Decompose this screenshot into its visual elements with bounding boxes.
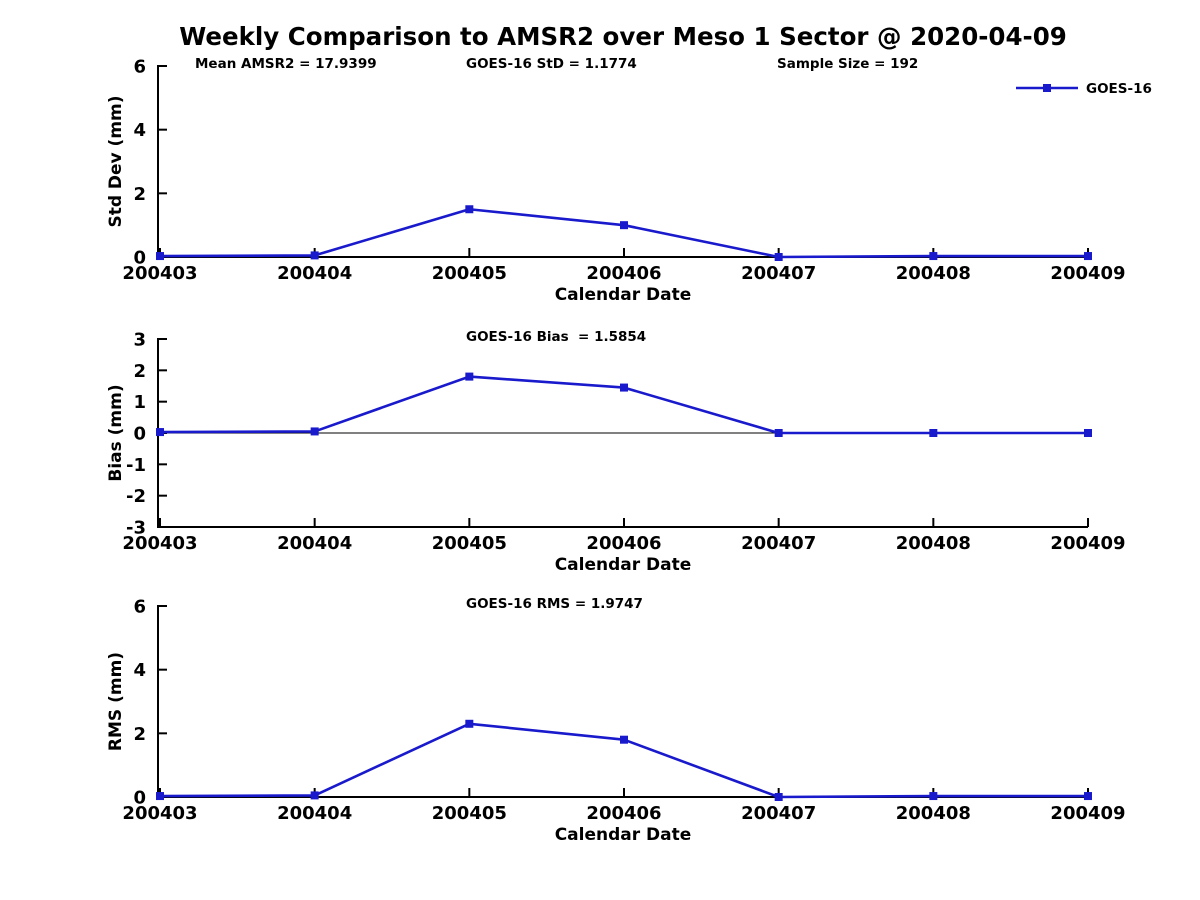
x-tick-label: 200403 [122,803,197,824]
data-point-marker [774,253,783,261]
x-tick-label: 200406 [586,533,661,554]
y-tick-label: 2 [133,361,146,382]
y-tick-label: 2 [133,184,146,205]
data-point-marker [465,372,474,381]
x-axis-label: Calendar Date [555,825,692,845]
x-tick-label: 200403 [122,533,197,554]
data-point-marker [310,791,319,800]
data-point-marker [774,429,783,437]
x-tick-label: 200408 [896,803,971,824]
y-tick-label: 3 [133,330,146,351]
data-point-marker [1084,252,1092,261]
data-point-marker [465,719,474,728]
y-tick-label: 0 [133,788,146,809]
y-tick-label: 2 [133,724,146,745]
y-tick-label: 1 [133,392,146,413]
data-point-marker [620,735,628,744]
data-point-marker [310,251,319,260]
y-tick-label: 6 [133,57,146,78]
data-point-marker [929,252,938,261]
annotation-text: GOES-16 StD = 1.1774 [466,56,637,72]
annotation-text: GOES-16 RMS = 1.9747 [466,596,643,612]
y-tick-label: 4 [133,120,146,141]
data-point-marker [156,428,164,437]
data-point-marker [1084,429,1092,437]
x-tick-label: 200403 [122,263,197,284]
data-point-marker [156,792,164,801]
data-point-marker [620,221,628,230]
figure-title: Weekly Comparison to AMSR2 over Meso 1 S… [179,22,1067,51]
y-axis-label: Std Dev (mm) [106,95,126,227]
y-tick-label: 0 [133,424,146,445]
x-tick-label: 200409 [1050,533,1125,554]
y-tick-label: -1 [126,455,146,476]
series-line [159,722,1088,799]
data-point-marker [310,427,319,436]
y-tick-label: 0 [133,248,146,269]
data-point-marker [1084,792,1092,801]
legend-label: GOES-16 [1086,81,1152,97]
bias-panel: -3 -2 -1 0 1 2 3 200403 200404 200405 200406 200407… [106,329,1126,575]
x-axis-label: Calendar Date [555,285,692,305]
x-tick-label: 200406 [586,263,661,284]
x-tick-label: 200407 [741,803,816,824]
x-axis-label: Calendar Date [555,555,692,575]
x-tick-label: 200404 [277,263,352,284]
data-point-marker [774,793,783,801]
x-tick-label: 200408 [896,263,971,284]
y-tick-label: -2 [126,486,146,507]
y-tick-label: 6 [133,597,146,618]
annotation-text: GOES-16 Bias = 1.5854 [466,329,646,345]
data-point-marker [620,383,628,392]
x-tick-label: 200405 [432,263,507,284]
data-point-marker [156,252,164,261]
std-dev-panel: 0 2 4 6 200403 200404 200405 200406 200407 200408… [106,56,1152,305]
x-tick-label: 200404 [277,803,352,824]
rms-panel: 0 2 4 6 200403 200404 200405 200406 200407 200408… [106,596,1126,845]
x-tick-label: 200407 [741,263,816,284]
annotation-text: Mean AMSR2 = 17.9399 [195,56,377,72]
x-tick-label: 200405 [432,803,507,824]
y-tick-label: 4 [133,660,146,681]
x-tick-label: 200409 [1050,263,1125,284]
x-tick-label: 200407 [741,533,816,554]
y-axis-label: Bias (mm) [106,384,126,481]
x-tick-label: 200405 [432,533,507,554]
legend-marker [1043,84,1051,92]
x-tick-label: 200408 [896,533,971,554]
data-point-marker [929,792,938,801]
y-axis-label: RMS (mm) [106,652,126,751]
annotation-text: Sample Size = 192 [777,56,918,72]
x-tick-label: 200409 [1050,803,1125,824]
y-tick-label: -3 [126,518,146,539]
data-point-marker [465,205,474,214]
x-tick-label: 200404 [277,533,352,554]
x-tick-label: 200406 [586,803,661,824]
data-point-marker [929,429,938,437]
